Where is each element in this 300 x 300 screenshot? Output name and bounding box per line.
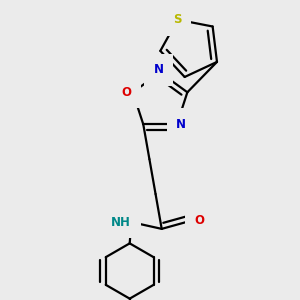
Text: O: O <box>194 214 205 227</box>
Text: O: O <box>122 86 132 99</box>
Text: N: N <box>153 63 164 76</box>
Text: S: S <box>173 13 182 26</box>
Text: N: N <box>176 118 186 131</box>
Text: NH: NH <box>111 216 131 229</box>
